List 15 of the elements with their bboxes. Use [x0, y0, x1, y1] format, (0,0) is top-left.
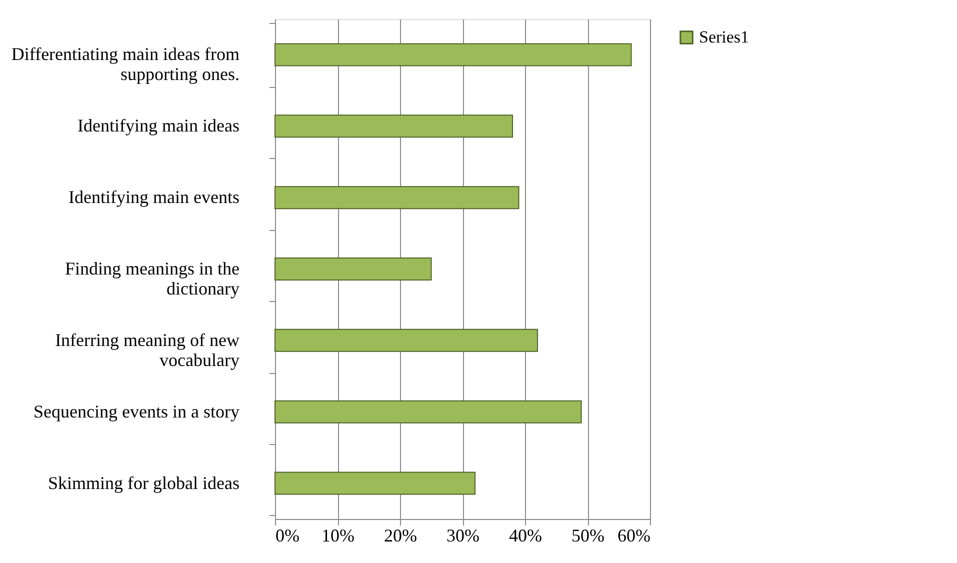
y-tick-label: Differentiating main ideas from supporting ones. [11, 44, 240, 84]
x-tick-label: 0% [276, 526, 300, 546]
x-tick-label: 40% [509, 526, 542, 546]
x-tick-label: 30% [446, 526, 480, 546]
y-tick-label: Inferring meaning of new vocabulary [55, 330, 240, 370]
y-tick-label: Identifying main ideas [78, 116, 240, 136]
y-tick-label: Skimming for global ideas [48, 472, 240, 493]
legend-label: Series1 [699, 28, 750, 46]
y-tick-label: Sequencing events in a story [34, 401, 240, 422]
x-tick-label: 10% [322, 526, 354, 546]
x-tick-label: 20% [384, 526, 417, 546]
x-tick-label: 60% [618, 526, 650, 546]
x-tick-label: 50% [572, 526, 604, 546]
y-tick-label: Identifying main events [68, 187, 240, 208]
y-tick-label: Finding meanings in the dictionary [65, 258, 240, 298]
